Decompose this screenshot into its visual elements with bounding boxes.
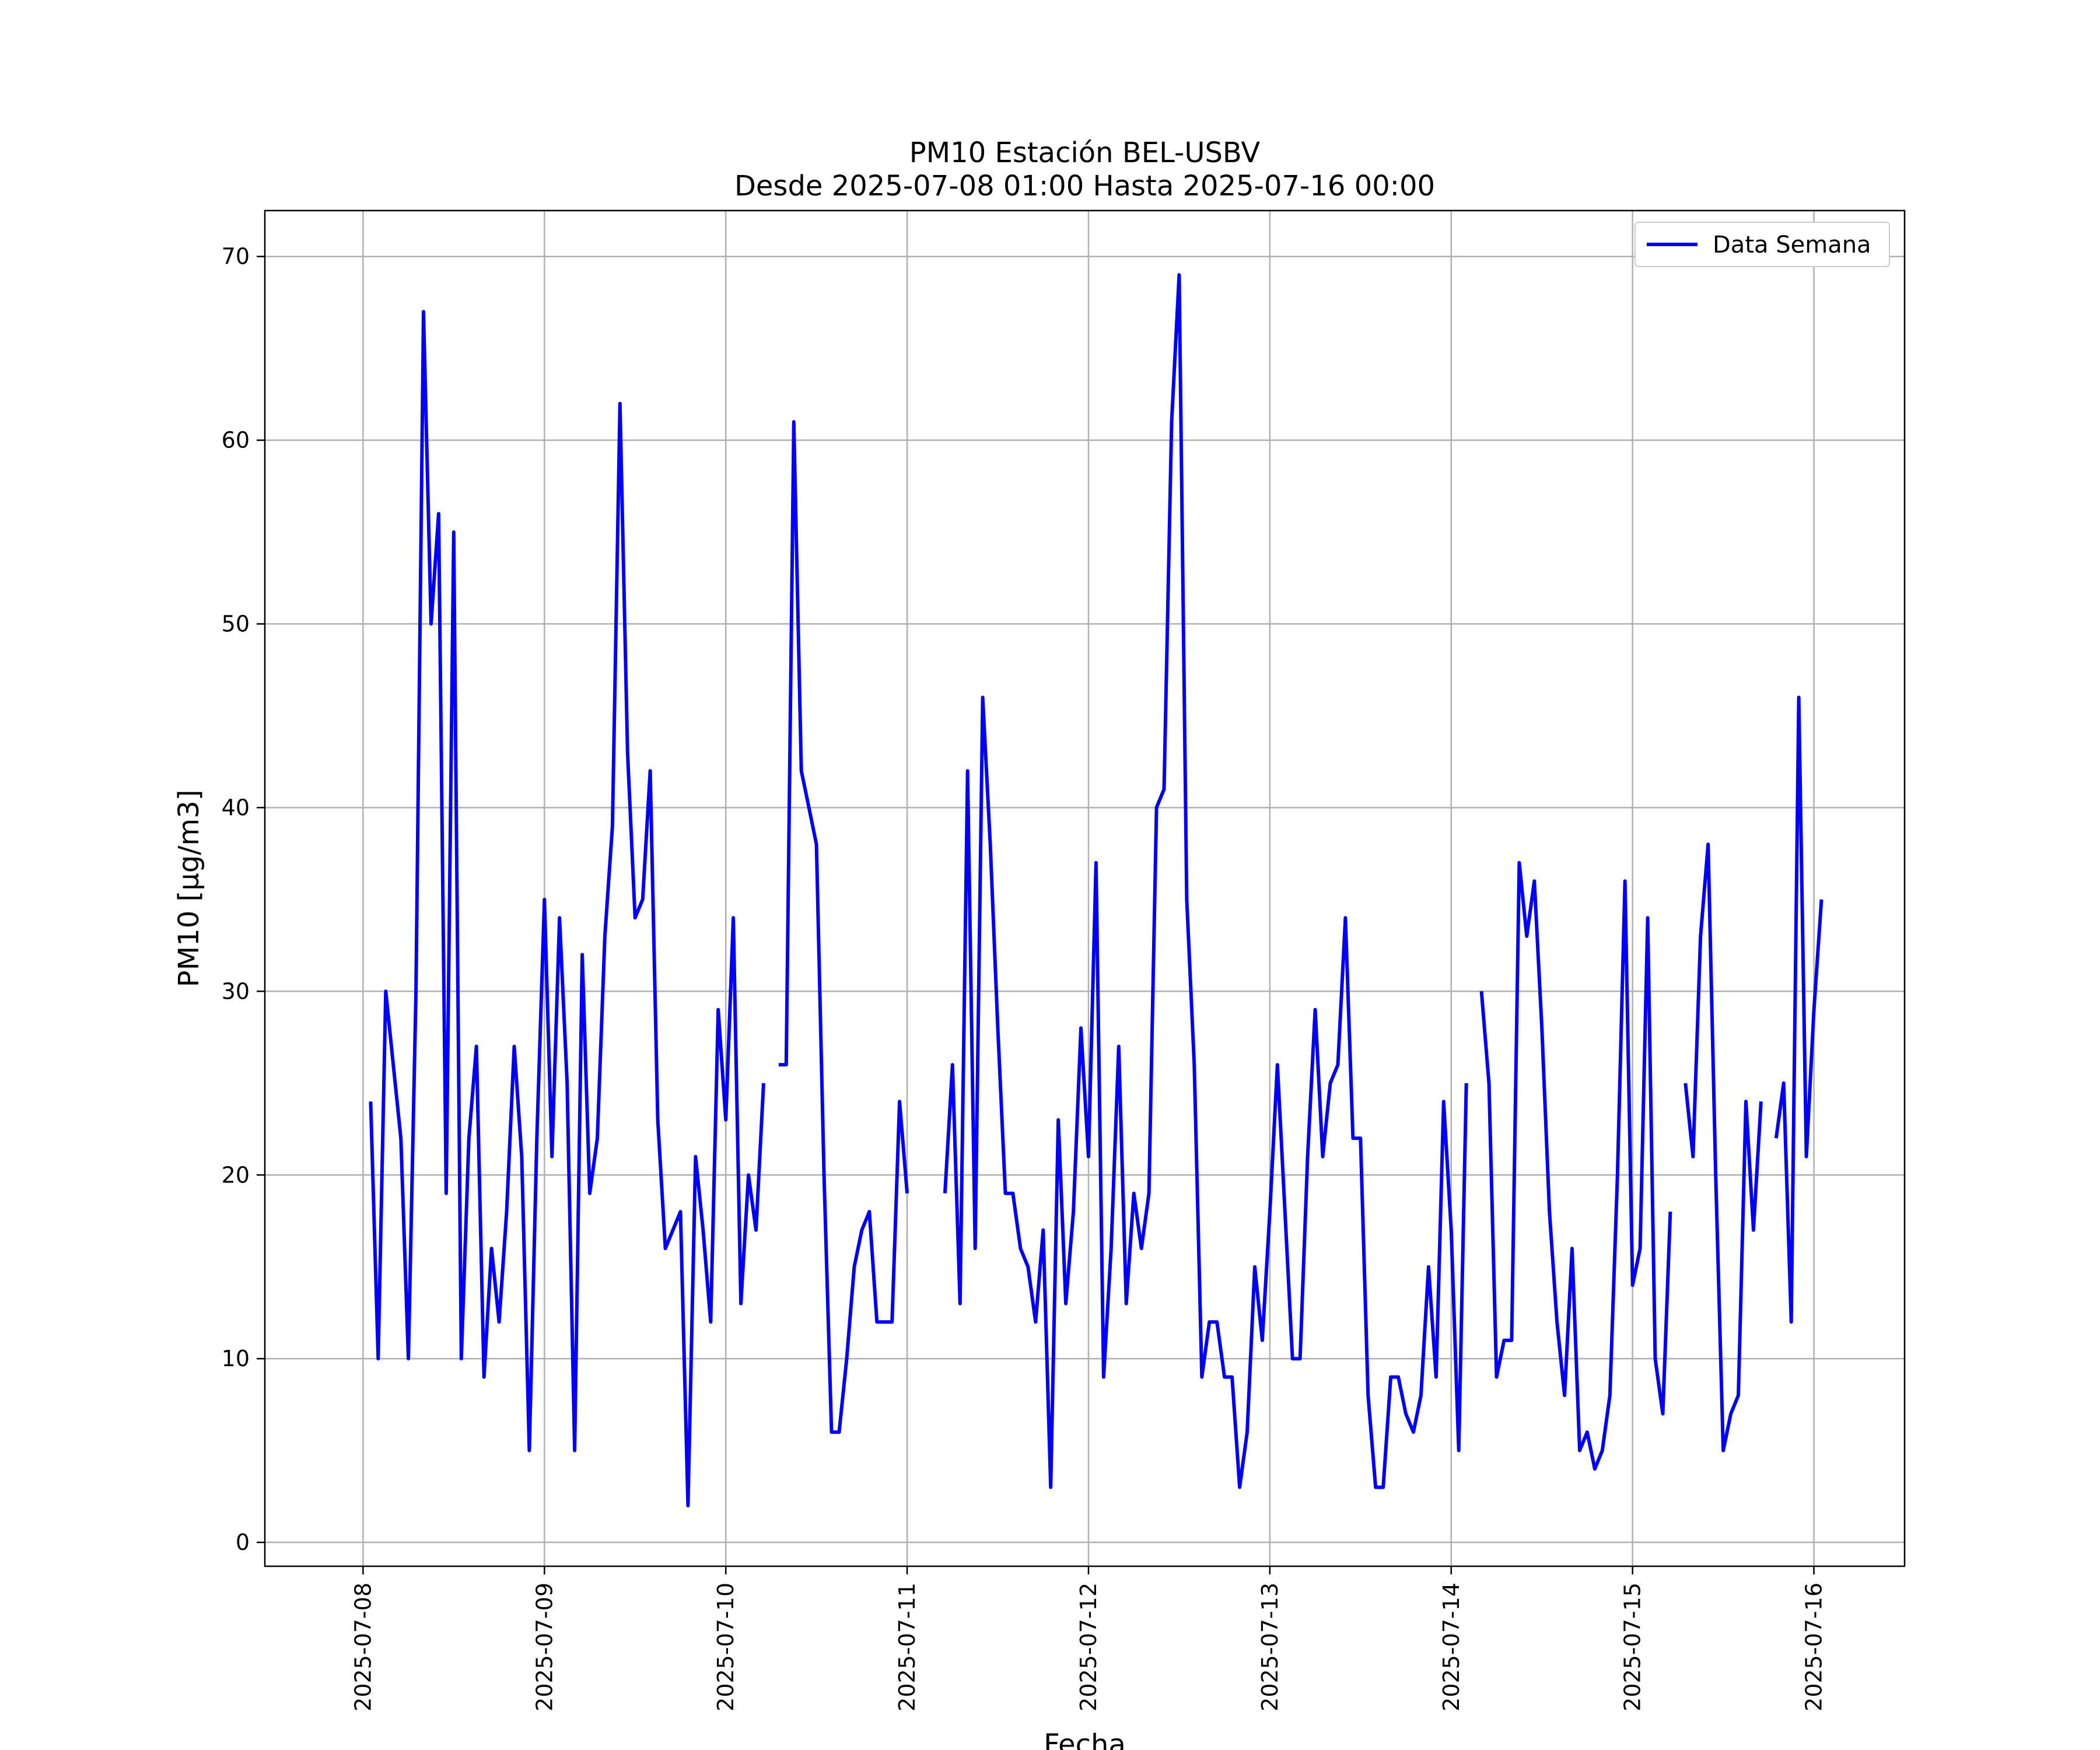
- series-line: [369, 273, 1824, 1508]
- x-tick-label: 2025-07-13: [1257, 1583, 1283, 1712]
- x-tick-label: 2025-07-16: [1801, 1583, 1827, 1712]
- grid-lines: [265, 211, 1905, 1566]
- y-tick-label: 50: [222, 611, 250, 637]
- y-axis: 0 10 20 30 40 50 60 70: [222, 244, 265, 1555]
- legend-label: Data Semana: [1713, 232, 1871, 258]
- x-axis: 2025-07-08 2025-07-09 2025-07-10 2025-07-11…: [350, 1566, 1827, 1712]
- x-tick-label: 2025-07-10: [713, 1583, 738, 1712]
- x-tick-label: 2025-07-14: [1438, 1583, 1464, 1712]
- x-tick-label: 2025-07-15: [1620, 1583, 1646, 1712]
- x-axis-label: Fecha: [1044, 1728, 1126, 1750]
- y-tick-label: 70: [222, 244, 250, 270]
- x-tick-label: 2025-07-08: [350, 1583, 376, 1712]
- y-tick-label: 40: [222, 794, 250, 820]
- y-tick-label: 0: [236, 1530, 250, 1555]
- plot-area-frame: [264, 209, 1906, 1567]
- y-tick-label: 10: [222, 1346, 250, 1371]
- legend-box: [1634, 222, 1890, 267]
- y-tick-label: 30: [222, 978, 250, 1004]
- chart-subtitle: Desde 2025-07-08 01:00 Hasta 2025-07-16 …: [734, 170, 1435, 202]
- x-tick-label: 2025-07-11: [894, 1583, 920, 1712]
- x-tick-label: 2025-07-12: [1076, 1583, 1101, 1712]
- chart-title: PM10 Estación BEL-USBV: [909, 136, 1261, 169]
- x-tick-label: 2025-07-09: [531, 1583, 557, 1712]
- y-tick-label: 60: [222, 428, 250, 453]
- y-tick-label: 20: [222, 1162, 250, 1188]
- data-series: [369, 273, 1824, 1508]
- y-axis-label: PM10 [μg/m3]: [173, 790, 205, 988]
- legend: Data Semana: [1634, 222, 1890, 267]
